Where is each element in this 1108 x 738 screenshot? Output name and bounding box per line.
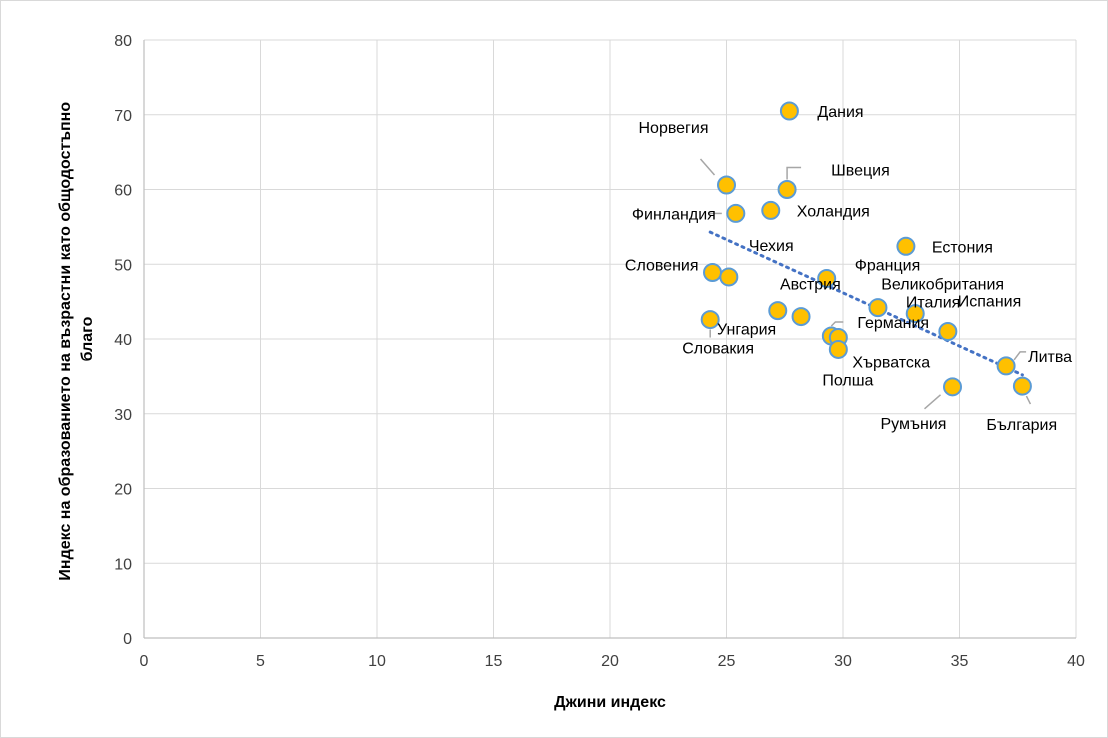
data-point — [761, 200, 781, 220]
data-point — [726, 203, 746, 223]
data-point — [700, 310, 720, 330]
data-point — [896, 236, 916, 256]
y-axis-title: Индекс на образованието на възрастни кат… — [57, 97, 96, 580]
leader-lines — [699, 158, 1032, 410]
point-label: Испания — [958, 294, 1022, 311]
x-tick-label: 35 — [951, 653, 969, 670]
leader-line — [830, 321, 844, 327]
point-labels: Дания Норвегия Швеция Финландия Холандия Есто… — [625, 104, 1072, 434]
x-tick-label: 15 — [485, 653, 503, 670]
point-label: България — [986, 417, 1057, 434]
data-point — [779, 101, 799, 121]
trendline — [708, 230, 1024, 377]
leader-line — [924, 394, 942, 410]
point-label: Естония — [932, 239, 993, 256]
y-tick-label: 40 — [114, 332, 132, 349]
point-label: Унгария — [717, 322, 776, 339]
leader-line — [1013, 351, 1027, 361]
y-tick-label: 80 — [114, 33, 132, 50]
point-label: Литва — [1028, 349, 1072, 366]
data-point — [791, 307, 811, 327]
data-point — [768, 301, 788, 321]
x-axis-title: Джини индекс — [554, 694, 666, 711]
x-tick-label: 20 — [601, 653, 619, 670]
y-tick-label: 50 — [114, 257, 132, 274]
y-tick-label: 70 — [114, 108, 132, 125]
leader-line — [786, 166, 802, 180]
point-label: Хърватска — [852, 355, 930, 372]
data-point — [943, 377, 963, 397]
x-tick-label: 25 — [718, 653, 736, 670]
point-label: Словения — [625, 257, 699, 274]
data-point — [1012, 376, 1032, 396]
x-tick-label: 5 — [256, 653, 265, 670]
leader-line — [1025, 395, 1032, 405]
axes: 0 5 10 15 20 25 30 35 40 0 10 20 30 40 50 60 70 80 — [114, 33, 1085, 670]
y-axis-title-line-2: благо — [79, 316, 96, 361]
y-tick-label: 30 — [114, 407, 132, 424]
trendline-layer — [708, 230, 1024, 377]
leader-line — [699, 158, 716, 176]
x-tick-label: 30 — [834, 653, 852, 670]
data-point — [719, 267, 739, 287]
point-label: Великобритания — [881, 277, 1004, 294]
point-label: Швеция — [831, 163, 890, 180]
point-label: Холандия — [797, 203, 870, 220]
data-point — [828, 339, 848, 359]
point-label: Норвегия — [638, 120, 708, 137]
point-label: Франция — [855, 257, 921, 274]
point-label: Чехия — [749, 238, 794, 255]
point-label: Италия — [906, 295, 960, 312]
point-label: Дания — [817, 104, 863, 121]
y-tick-label: 10 — [114, 556, 132, 573]
point-label: Германия — [857, 315, 929, 332]
point-label: Словакия — [682, 341, 754, 358]
x-tick-label: 40 — [1067, 653, 1085, 670]
data-point — [777, 180, 797, 199]
x-tick-label: 0 — [140, 653, 149, 670]
data-point — [703, 262, 723, 282]
point-label: Румъния — [881, 416, 947, 433]
data-points — [700, 101, 1032, 397]
data-point — [996, 356, 1016, 376]
data-point — [817, 268, 837, 288]
point-label: Финландия — [632, 206, 716, 223]
data-point — [905, 304, 925, 324]
data-point — [868, 298, 888, 318]
point-label: Австрия — [780, 277, 841, 294]
data-point — [717, 175, 736, 195]
y-tick-label: 0 — [123, 631, 132, 648]
data-point — [938, 322, 958, 342]
x-tick-label: 10 — [368, 653, 386, 670]
gridlines — [144, 39, 1077, 638]
y-tick-label: 60 — [114, 183, 132, 200]
y-axis-title-line-1: Индекс на образованието на възрастни кат… — [57, 102, 74, 581]
point-label: Полша — [822, 372, 873, 389]
y-tick-label: 20 — [114, 482, 132, 499]
